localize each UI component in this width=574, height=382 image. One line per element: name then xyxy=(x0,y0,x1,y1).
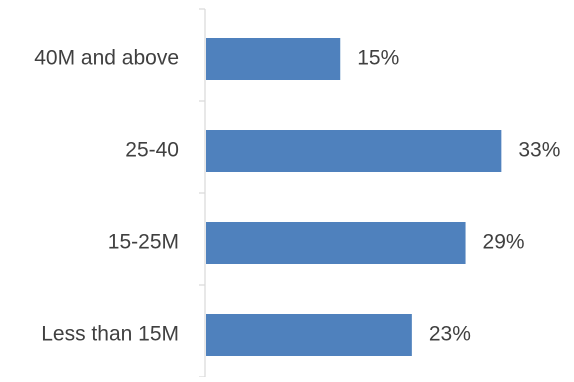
data-label: 33% xyxy=(518,139,560,162)
label-layer: 40M and above 15% 25-40 33% 15-25M 29% Less th… xyxy=(34,47,560,346)
data-label: 29% xyxy=(483,231,525,254)
bar xyxy=(206,222,466,264)
category-label: 25-40 xyxy=(125,139,179,162)
bar xyxy=(206,130,502,172)
data-label: 23% xyxy=(429,323,471,346)
category-label: Less than 15M xyxy=(41,323,179,346)
bar-layer xyxy=(206,38,502,356)
bar xyxy=(206,38,341,80)
category-label: 15-25M xyxy=(108,231,179,254)
data-label: 15% xyxy=(357,47,399,70)
bar xyxy=(206,314,412,356)
axis-layer xyxy=(199,8,206,378)
category-label: 40M and above xyxy=(34,47,179,70)
